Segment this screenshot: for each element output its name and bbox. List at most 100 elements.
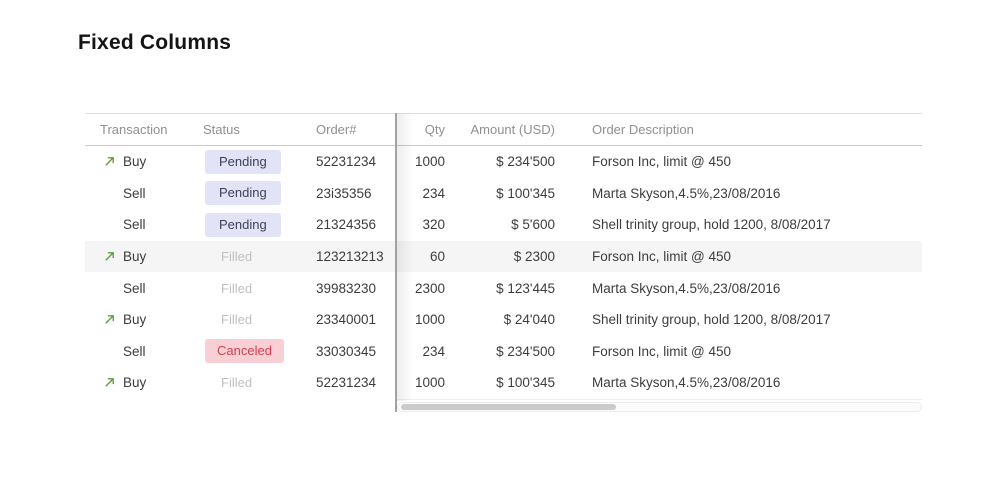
order-number: 52231234 [316, 154, 377, 170]
qty-cell: 1000 [414, 312, 445, 328]
status-badge: Pending [205, 181, 281, 206]
table-row[interactable]: Buy Filled 52231234 [85, 367, 395, 399]
status-cell: Filled [203, 281, 316, 296]
amount-cell: $ 2300 [513, 249, 555, 265]
transaction-cell: Sell [85, 186, 203, 201]
table-row[interactable]: Sell Canceled 33030345 [85, 336, 395, 368]
buy-arrow-icon [103, 155, 116, 168]
transaction-label: Sell [123, 343, 146, 359]
amount-cell: $ 234'500 [496, 343, 555, 359]
column-header-transaction[interactable]: Transaction [100, 122, 168, 137]
table-row[interactable]: 1000 $ 234'500 Forson Inc, limit @ 450 [397, 146, 922, 178]
status-cell: Pending [203, 212, 316, 237]
amount-cell: $ 234'500 [496, 154, 555, 170]
transaction-cell: Buy [85, 312, 203, 327]
order-number: 123213213 [316, 249, 384, 265]
status-badge: Pending [205, 149, 281, 174]
status-badge: Filled [221, 312, 253, 328]
table-row[interactable]: Buy Filled 23340001 [85, 304, 395, 336]
status-cell: Pending [203, 149, 316, 174]
qty-cell: 234 [422, 343, 445, 359]
qty-cell: 1000 [414, 154, 445, 170]
status-cell: Pending [203, 181, 316, 206]
status-badge: Filled [221, 249, 253, 265]
buy-arrow-icon [103, 313, 116, 326]
qty-cell: 234 [422, 185, 445, 201]
description-cell: Shell trinity group, hold 1200, 8/08/201… [592, 312, 831, 328]
fixed-columns-table: Transaction Status Order# Buy Pending 52… [85, 113, 922, 412]
table-header-right: Qty Amount (USD) Order Description [397, 113, 922, 146]
qty-cell: 60 [429, 249, 445, 265]
description-cell: Forson Inc, limit @ 450 [592, 249, 732, 265]
amount-cell: $ 24'040 [503, 312, 555, 328]
table-header-left: Transaction Status Order# [85, 113, 395, 146]
table-row[interactable]: 2300 $ 123'445 Marta Skyson,4.5%,23/08/2… [397, 272, 922, 304]
transaction-label: Buy [123, 249, 147, 265]
description-cell: Forson Inc, limit @ 450 [592, 343, 732, 359]
transaction-cell: Buy [85, 154, 203, 169]
status-badge: Filled [221, 375, 253, 391]
transaction-label: Sell [123, 217, 146, 233]
table-row[interactable]: Sell Pending 21324356 [85, 209, 395, 241]
column-header-amount[interactable]: Amount (USD) [470, 122, 555, 137]
transaction-label: Sell [123, 185, 146, 201]
scrollbar-thumb[interactable] [401, 403, 616, 410]
table-body-right: 1000 $ 234'500 Forson Inc, limit @ 450 2… [397, 146, 922, 400]
transaction-cell: Sell [85, 281, 203, 296]
status-cell: Filled [203, 312, 316, 327]
table-row[interactable]: Buy Pending 52231234 [85, 146, 395, 178]
status-cell: Filled [203, 375, 316, 390]
transaction-label: Buy [123, 154, 147, 170]
description-cell: Marta Skyson,4.5%,23/08/2016 [592, 375, 781, 391]
buy-arrow-icon [103, 250, 116, 263]
order-number: 21324356 [316, 217, 377, 233]
transaction-label: Buy [123, 312, 147, 328]
page-title: Fixed Columns [78, 31, 232, 54]
column-header-qty[interactable]: Qty [424, 122, 445, 137]
qty-cell: 320 [422, 217, 445, 233]
column-header-description[interactable]: Order Description [592, 122, 694, 137]
column-header-order[interactable]: Order# [316, 122, 357, 137]
description-cell: Forson Inc, limit @ 450 [592, 154, 732, 170]
scrollable-pane[interactable]: Qty Amount (USD) Order Description 1000 … [397, 113, 922, 412]
status-cell: Canceled [203, 339, 316, 364]
status-badge: Canceled [205, 339, 284, 364]
amount-cell: $ 123'445 [496, 280, 555, 296]
amount-cell: $ 100'345 [496, 375, 555, 391]
fixed-pane: Transaction Status Order# Buy Pending 52… [85, 113, 397, 412]
table-row[interactable]: 234 $ 100'345 Marta Skyson,4.5%,23/08/20… [397, 178, 922, 210]
order-number: 52231234 [316, 375, 377, 391]
description-cell: Marta Skyson,4.5%,23/08/2016 [592, 185, 781, 201]
status-badge: Pending [205, 212, 281, 237]
order-number: 33030345 [316, 343, 377, 359]
amount-cell: $ 5'600 [511, 217, 555, 233]
transaction-cell: Sell [85, 344, 203, 359]
qty-cell: 1000 [414, 375, 445, 391]
transaction-label: Buy [123, 375, 147, 391]
status-cell: Filled [203, 249, 316, 264]
order-number: 39983230 [316, 280, 377, 296]
description-cell: Shell trinity group, hold 1200, 8/08/201… [592, 217, 831, 233]
table-row[interactable]: 60 $ 2300 Forson Inc, limit @ 450 [397, 240, 922, 273]
order-number: 23i35356 [316, 185, 372, 201]
amount-cell: $ 100'345 [496, 185, 555, 201]
table-row[interactable]: 1000 $ 100'345 Marta Skyson,4.5%,23/08/2… [397, 367, 922, 399]
table-row[interactable]: 1000 $ 24'040 Shell trinity group, hold … [397, 304, 922, 336]
table-row[interactable]: 234 $ 234'500 Forson Inc, limit @ 450 [397, 336, 922, 368]
transaction-cell: Buy [85, 249, 203, 264]
transaction-label: Sell [123, 280, 146, 296]
status-badge: Filled [221, 280, 253, 296]
description-cell: Marta Skyson,4.5%,23/08/2016 [592, 280, 781, 296]
horizontal-scrollbar[interactable] [397, 401, 922, 412]
table-row[interactable]: Sell Filled 39983230 [85, 272, 395, 304]
table-row[interactable]: Buy Filled 123213213 [85, 240, 395, 273]
table-row[interactable]: Sell Pending 23i35356 [85, 178, 395, 210]
transaction-cell: Buy [85, 375, 203, 390]
table-body-left: Buy Pending 52231234 Sell Pending 23i353… [85, 146, 395, 399]
column-header-status[interactable]: Status [203, 122, 240, 137]
order-number: 23340001 [316, 312, 377, 328]
qty-cell: 2300 [414, 280, 445, 296]
table-row[interactable]: 320 $ 5'600 Shell trinity group, hold 12… [397, 209, 922, 241]
buy-arrow-icon [103, 376, 116, 389]
